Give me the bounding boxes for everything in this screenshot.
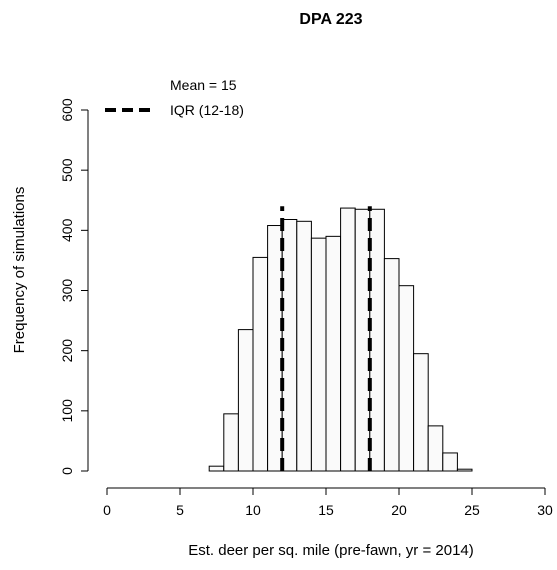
histogram-bar [427,425,444,472]
y-axis-label: Frequency of simulations [11,187,28,354]
histogram-bar [208,465,225,472]
histogram-bar [252,256,269,472]
histogram-bar [237,329,254,472]
histogram-bar [223,413,239,472]
histogram-bar [267,225,283,472]
y-axis: 0 100 200 300 400 500 600 [59,98,89,475]
y-tick-label: 400 [59,218,75,242]
chart-title: DPA 223 [299,11,362,28]
histogram-bar [398,285,415,472]
legend-mean-label: Mean = 15 [170,77,237,93]
histogram-bar [281,219,298,472]
x-tick-label: 15 [318,502,334,518]
histogram-bar [354,208,371,472]
histogram-bar [383,258,400,472]
x-axis: 0 5 10 15 20 25 30 [103,487,553,518]
y-tick-label: 300 [59,279,75,303]
x-tick-label: 10 [245,502,261,518]
histogram-bar [413,353,429,472]
x-axis-label: Est. deer per sq. mile (pre-fawn, yr = 2… [188,542,474,559]
y-tick-label: 500 [59,158,75,182]
x-tick-label: 25 [464,502,480,518]
y-tick-label: 0 [59,467,75,475]
histogram-bar [456,468,473,472]
x-tick-label: 20 [391,502,407,518]
x-tick-label: 0 [103,502,111,518]
legend: Mean = 15 IQR (12-18) [105,77,244,118]
y-tick-label: 600 [59,98,75,122]
histogram-bar [369,208,385,472]
histogram-bar [325,235,342,472]
x-tick-label: 5 [176,502,184,518]
histogram-bar [442,452,458,472]
iqr-lines [280,206,372,471]
y-tick-label: 100 [59,399,75,423]
y-tick-label: 200 [59,339,75,363]
histogram-bar [296,220,312,472]
legend-iqr-label: IQR (12-18) [170,102,244,118]
x-tick-label: 30 [537,502,553,518]
histogram-bars [208,207,473,472]
histogram-bar [340,207,356,472]
histogram-bar [310,237,327,472]
